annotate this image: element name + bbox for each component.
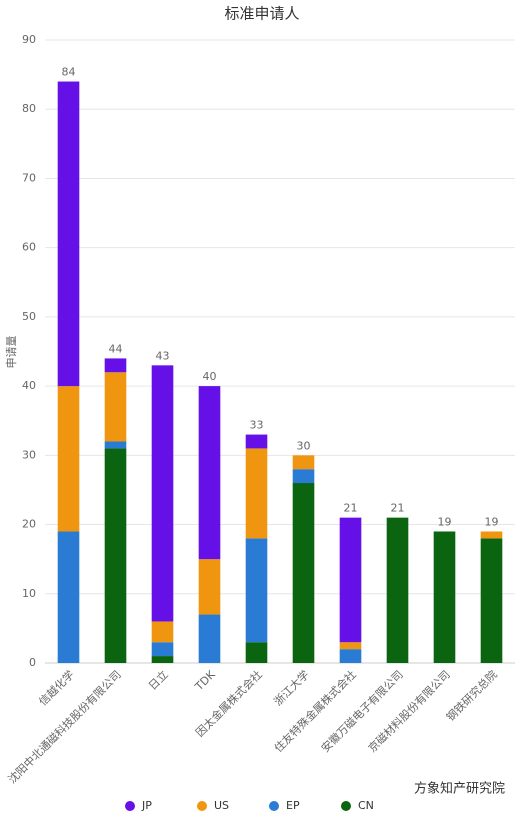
x-tick-label: 住友特殊金属株式会社 xyxy=(271,667,359,755)
total-label: 21 xyxy=(391,502,405,515)
y-tick-label: 70 xyxy=(22,171,36,184)
x-tick-label: 安徽万磁电子有限公司 xyxy=(318,667,406,755)
x-tick-label: 京磁材料股份有限公司 xyxy=(365,667,453,755)
legend-marker xyxy=(341,801,351,811)
y-axis-label: 申请量 xyxy=(5,336,18,369)
bar-segment xyxy=(151,621,174,643)
total-label: 30 xyxy=(297,439,311,452)
bar-segment xyxy=(104,441,127,449)
bar-segment xyxy=(151,642,174,657)
y-tick-label: 0 xyxy=(29,656,36,669)
total-label: 84 xyxy=(62,66,76,79)
total-label: 44 xyxy=(109,342,123,355)
bar-segment xyxy=(433,531,456,663)
total-label: 43 xyxy=(156,349,170,362)
y-tick-label: 20 xyxy=(22,518,36,531)
bar-segment xyxy=(292,455,315,470)
bar-segment xyxy=(57,81,80,387)
bar-segment xyxy=(292,469,315,484)
y-tick-label: 30 xyxy=(22,448,36,461)
bar-segment xyxy=(245,448,268,539)
total-label: 21 xyxy=(344,502,358,515)
bar-segment xyxy=(104,448,127,663)
bar-segment xyxy=(198,386,221,560)
bar-segment xyxy=(245,538,268,643)
bar-segment xyxy=(339,649,362,663)
bar-segment xyxy=(104,372,127,442)
bar-segment xyxy=(151,656,174,663)
bar-segment xyxy=(245,434,268,449)
legend-marker xyxy=(125,801,135,811)
bar-segment xyxy=(198,559,221,615)
bar-segment xyxy=(480,538,503,663)
y-tick-label: 10 xyxy=(22,587,36,600)
bar-segment xyxy=(480,531,503,539)
bar-segment xyxy=(57,386,80,532)
x-tick-label: 浙江大学 xyxy=(271,667,312,708)
bar-segment xyxy=(339,517,362,643)
footer: 方象知产研究院 xyxy=(414,781,505,797)
legend-label: EP xyxy=(286,799,300,812)
y-tick-label: 40 xyxy=(22,379,36,392)
total-label: 40 xyxy=(203,370,217,383)
bar-segment xyxy=(339,642,362,650)
x-tick-label: TDK xyxy=(192,667,218,693)
legend-label: US xyxy=(214,799,229,812)
total-label: 19 xyxy=(438,515,452,528)
legend-marker xyxy=(269,801,279,811)
total-label: 19 xyxy=(485,515,499,528)
y-tick-label: 50 xyxy=(22,310,36,323)
bar-segment xyxy=(198,614,221,663)
legend-label: JP xyxy=(141,799,152,812)
legend-label: CN xyxy=(358,799,374,812)
legend-marker xyxy=(197,801,207,811)
bar-segment xyxy=(292,483,315,663)
y-tick-label: 60 xyxy=(22,241,36,254)
x-tick-label: 钢铁研究总院 xyxy=(443,667,500,724)
bar-segment xyxy=(104,358,127,373)
x-tick-label: 信越化学 xyxy=(36,667,77,708)
y-tick-label: 80 xyxy=(22,102,36,115)
bar-segment xyxy=(386,517,409,663)
y-tick-label: 90 xyxy=(22,33,36,46)
x-tick-label: 日立 xyxy=(145,667,170,692)
bar-segment xyxy=(151,365,174,622)
bar-segment xyxy=(57,531,80,663)
bar-segment xyxy=(245,642,268,663)
chart-title: 标准申请人 xyxy=(224,5,299,23)
total-label: 33 xyxy=(250,419,264,432)
